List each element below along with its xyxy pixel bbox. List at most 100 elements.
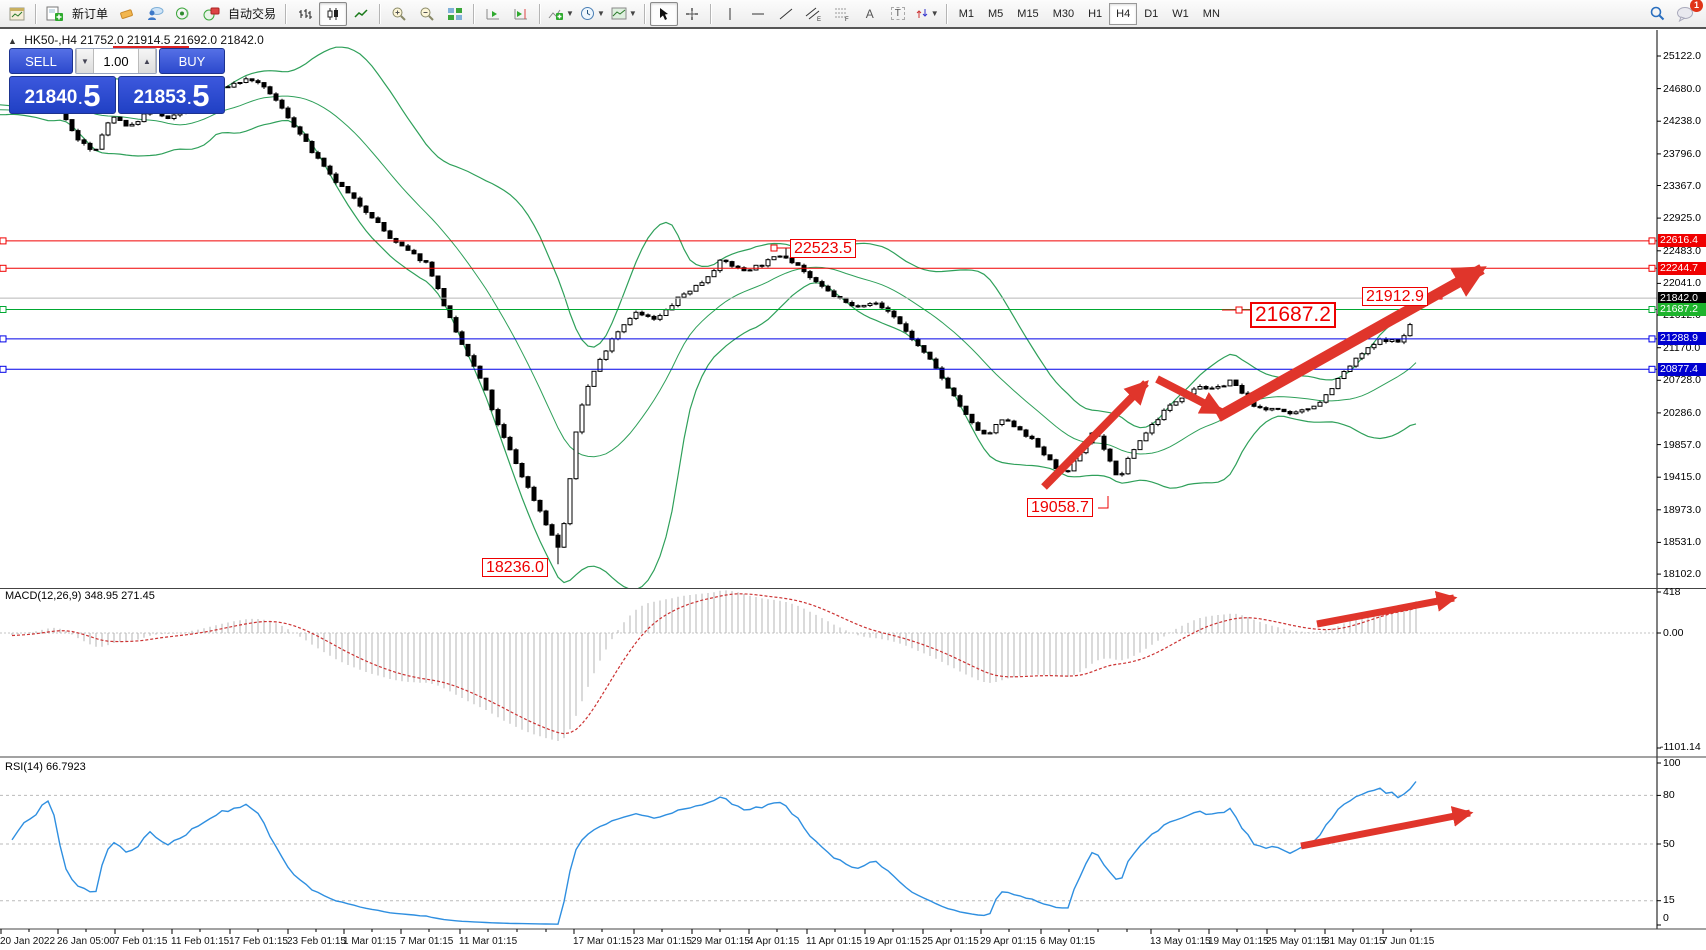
chart-window-icon[interactable] <box>3 2 31 26</box>
date-axis-label: 25 Apr 01:15 <box>922 936 979 947</box>
price-annotation-19058.7[interactable]: 19058.7 <box>1027 498 1093 517</box>
price-axis-label: 22925.0 <box>1663 212 1701 224</box>
toolbar-separator <box>539 3 542 24</box>
panel-splitter[interactable] <box>0 587 1706 590</box>
trendline-tool[interactable] <box>772 2 800 26</box>
search-icon[interactable] <box>1643 2 1671 26</box>
new-order-button[interactable] <box>41 2 69 26</box>
price-axis-label: 21170.0 <box>1663 342 1701 354</box>
chart-shift-button[interactable] <box>507 2 535 26</box>
buy-price-pip: 5 <box>192 78 210 113</box>
toolbar-separator <box>473 3 476 24</box>
tile-windows-button[interactable] <box>441 2 469 26</box>
date-axis-label: 7 Feb 01:15 <box>114 936 168 947</box>
toolbar-separator <box>945 3 948 24</box>
rsi-axis-label: 15 <box>1663 894 1675 906</box>
toolbar-separator <box>643 3 646 24</box>
chat-icon[interactable]: 1 <box>1671 0 1703 26</box>
chevron-down-icon: ▼ <box>566 9 574 18</box>
arrows-tool[interactable]: ▼ <box>912 2 942 26</box>
price-axis-label: 19415.0 <box>1663 471 1701 483</box>
trend-arrow <box>1155 375 1225 416</box>
signal-icon[interactable] <box>169 2 197 26</box>
date-axis-label: 31 May 01:15 <box>1324 936 1385 947</box>
bar-chart-button[interactable] <box>291 2 319 26</box>
date-axis-label: 29 Apr 01:15 <box>980 936 1037 947</box>
date-axis-label: 17 Feb 01:15 <box>229 936 288 947</box>
sell-button[interactable]: SELL <box>9 48 73 74</box>
main-toolbar: 新订单 自动交易 ▼ ▼ ▼ E F A T ▼ M1 M5 M15 M30 H… <box>0 0 1706 29</box>
templates-button[interactable]: ▼ <box>608 2 640 26</box>
zoom-out-button[interactable] <box>413 2 441 26</box>
text-tool[interactable]: A <box>856 2 884 26</box>
equidistant-channel-tool[interactable]: E <box>800 2 828 26</box>
macd-axis-label: -1101.14 <box>1660 741 1701 753</box>
collapse-trade-panel-arrow[interactable]: ▲ <box>8 36 17 46</box>
new-order-label[interactable]: 新订单 <box>72 7 109 21</box>
profiles-icon[interactable] <box>141 2 169 26</box>
price-annotation-21687.2[interactable]: 21687.2 <box>1250 302 1336 328</box>
fibonacci-tool[interactable]: F <box>828 2 856 26</box>
one-click-trading-panel[interactable]: SELL ▼ 1.00 ▲ BUY 21840. 5 21853. 5 <box>9 48 225 114</box>
timeframe-d1[interactable]: D1 <box>1144 7 1159 20</box>
macd-label: MACD(12,26,9) 348.95 271.45 <box>5 590 155 602</box>
cursor-tool-button[interactable] <box>649 1 678 26</box>
autotrade-icon[interactable] <box>197 2 225 26</box>
price-annotation-21912.9[interactable]: 21912.9 <box>1362 287 1428 306</box>
price-annotation-22523.5[interactable]: 22523.5 <box>790 239 856 258</box>
label-tool-glyph: T <box>890 7 905 20</box>
volume-value[interactable]: 1.00 <box>103 53 129 69</box>
autotrade-label[interactable]: 自动交易 <box>228 7 277 21</box>
chart-title: ▲ HK50-,H4 21752.0 21914.5 21692.0 21842… <box>8 33 264 47</box>
timeframe-w1[interactable]: W1 <box>1172 7 1189 20</box>
buy-price[interactable]: 21853. 5 <box>118 76 225 114</box>
timeframe-m30[interactable]: M30 <box>1052 7 1075 20</box>
price-tag-22616.4[interactable]: 22616.4 <box>1658 234 1706 247</box>
price-tag-20877.4[interactable]: 20877.4 <box>1658 363 1706 376</box>
trend-arrow <box>1041 380 1149 490</box>
price-axis-label: 22041.0 <box>1663 277 1701 289</box>
auto-scroll-button[interactable] <box>479 2 507 26</box>
crosshair-tool-button[interactable] <box>678 2 706 26</box>
horizontal-line-tool[interactable] <box>744 2 772 26</box>
timeframe-m15[interactable]: M15 <box>1017 7 1039 20</box>
price-tag-22244.7[interactable]: 22244.7 <box>1658 262 1706 275</box>
price-annotation-18236.0[interactable]: 18236.0 <box>482 558 548 577</box>
candlestick-chart-button[interactable] <box>319 1 348 26</box>
sell-price-dot: . <box>78 91 83 107</box>
timeframe-mn[interactable]: MN <box>1202 7 1220 20</box>
panel-splitter[interactable] <box>0 756 1706 759</box>
vertical-line-tool[interactable] <box>716 2 744 26</box>
macd-indicator <box>11 590 1417 741</box>
symbol-title: HK50-,H4 <box>24 33 77 47</box>
eraser-icon[interactable] <box>113 2 141 26</box>
add-indicator-button[interactable]: ▼ <box>545 2 577 26</box>
line-chart-button[interactable] <box>347 2 375 26</box>
timeframe-h4[interactable]: H4 <box>1109 2 1138 25</box>
price-tag-21842.0[interactable]: 21842.0 <box>1658 292 1706 305</box>
timeframe-m1[interactable]: M1 <box>958 7 974 20</box>
price-axis-label: 20728.0 <box>1663 374 1701 386</box>
sell-price[interactable]: 21840. 5 <box>9 76 116 114</box>
price-axis-label: 18531.0 <box>1663 536 1701 548</box>
volume-decrease-button[interactable]: ▼ <box>76 49 94 73</box>
timeframe-h1[interactable]: H1 <box>1088 7 1103 20</box>
label-tool[interactable]: T <box>884 2 912 26</box>
rsi-axis-label: 100 <box>1663 757 1681 769</box>
price-tag-21288.9[interactable]: 21288.9 <box>1658 332 1706 345</box>
volume-increase-button[interactable]: ▲ <box>138 49 156 73</box>
title-red-underline <box>113 46 189 48</box>
buy-button[interactable]: BUY <box>159 48 225 74</box>
date-axis-label: 7 Mar 01:15 <box>400 936 454 947</box>
chevron-down-icon: ▼ <box>628 9 637 18</box>
price-tag-21687.2[interactable]: 21687.2 <box>1658 303 1706 316</box>
zoom-in-button[interactable] <box>385 2 413 26</box>
timeframe-m5[interactable]: M5 <box>988 7 1004 20</box>
periods-clock-button[interactable]: ▼ <box>577 2 608 26</box>
volume-stepper[interactable]: ▼ 1.00 ▲ <box>75 48 157 74</box>
price-axis-label: 24680.0 <box>1663 83 1701 95</box>
price-axis-label: 25122.0 <box>1663 50 1701 62</box>
date-axis-label: 20 Jan 2022 <box>0 936 56 947</box>
trend-arrow <box>1215 264 1487 422</box>
